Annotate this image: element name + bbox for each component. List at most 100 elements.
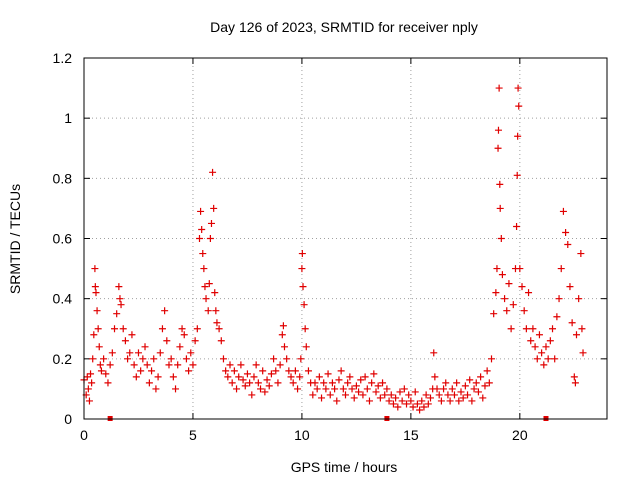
data-point (324, 370, 332, 378)
data-point (206, 235, 214, 242)
data-point (201, 283, 209, 291)
data-point (163, 337, 171, 345)
y-tick-label: 0.6 (53, 231, 73, 247)
data-point (424, 400, 432, 408)
data-point (385, 397, 393, 405)
data-point (431, 373, 439, 381)
data-point (176, 343, 184, 351)
data-point (132, 373, 140, 381)
data-point (241, 382, 249, 390)
y-axis-label: SRMTID / TECUs (7, 184, 23, 294)
data-point (257, 385, 265, 393)
data-point (540, 361, 548, 369)
data-point (572, 331, 580, 339)
data-point (106, 361, 114, 369)
data-point (450, 391, 458, 399)
x-axis-label: GPS time / hours (291, 459, 398, 475)
data-point (199, 250, 207, 258)
plot-frame (83, 57, 608, 420)
data-point (197, 207, 205, 215)
data-point (418, 397, 426, 405)
data-point (328, 379, 336, 387)
data-point (309, 391, 317, 399)
data-point (158, 325, 166, 333)
data-point (578, 325, 586, 333)
data-point (376, 394, 384, 402)
data-point (570, 373, 578, 381)
x-tick-label: 0 (80, 427, 88, 443)
data-point (209, 168, 217, 176)
data-point (243, 370, 251, 378)
data-point (483, 367, 491, 375)
data-point (498, 271, 506, 279)
data-point (444, 391, 452, 399)
data-point (94, 325, 102, 333)
data-point (280, 343, 288, 351)
data-point (92, 289, 100, 297)
data-point (294, 385, 302, 393)
y-tick-label: 1.2 (53, 50, 73, 66)
data-point (422, 391, 430, 399)
x-tick-label: 20 (512, 427, 528, 443)
data-point (111, 325, 119, 333)
data-point (575, 295, 583, 303)
y-tick-label: 1 (64, 110, 72, 126)
data-point (156, 349, 164, 357)
data-point (83, 373, 91, 381)
data-point (304, 367, 312, 375)
data-point (455, 397, 463, 405)
data-point (145, 379, 153, 387)
data-point (426, 394, 434, 402)
data-point (374, 382, 382, 390)
data-point (440, 385, 448, 393)
y-tick-label: 0.8 (53, 170, 73, 186)
data-point (207, 219, 215, 227)
data-point (488, 355, 496, 363)
data-point (84, 385, 92, 393)
data-point (148, 367, 156, 375)
data-point (215, 325, 223, 333)
data-point (117, 301, 125, 309)
data-point (187, 349, 195, 357)
data-point (368, 379, 376, 387)
data-point (267, 370, 275, 378)
data-point (250, 373, 258, 381)
data-point (493, 265, 501, 273)
data-point (348, 385, 356, 393)
data-point (298, 265, 306, 273)
data-point (566, 283, 574, 291)
data-point (346, 373, 354, 381)
data-point (167, 355, 175, 363)
data-point (279, 322, 287, 330)
data-point (88, 379, 96, 387)
data-point (124, 355, 132, 363)
data-point (161, 307, 169, 315)
data-point (531, 343, 539, 351)
data-point (520, 307, 528, 315)
data-point (557, 265, 565, 273)
data-point (204, 307, 212, 315)
data-point (355, 388, 363, 396)
data-point (505, 280, 513, 288)
data-point (435, 391, 443, 399)
data-point (320, 379, 328, 387)
data-point (185, 367, 193, 375)
data-point (381, 391, 389, 399)
data-point (387, 391, 395, 399)
data-point (525, 289, 533, 297)
data-point (298, 250, 306, 258)
data-point (91, 265, 99, 273)
data-point (494, 126, 502, 134)
data-point (165, 361, 173, 369)
data-point (453, 379, 461, 387)
data-point (413, 400, 421, 408)
data-point (108, 349, 116, 357)
data-point (470, 385, 478, 393)
data-point (544, 355, 552, 363)
data-point (272, 367, 280, 375)
data-point (392, 394, 400, 402)
data-point (85, 397, 93, 405)
data-point (389, 400, 397, 408)
